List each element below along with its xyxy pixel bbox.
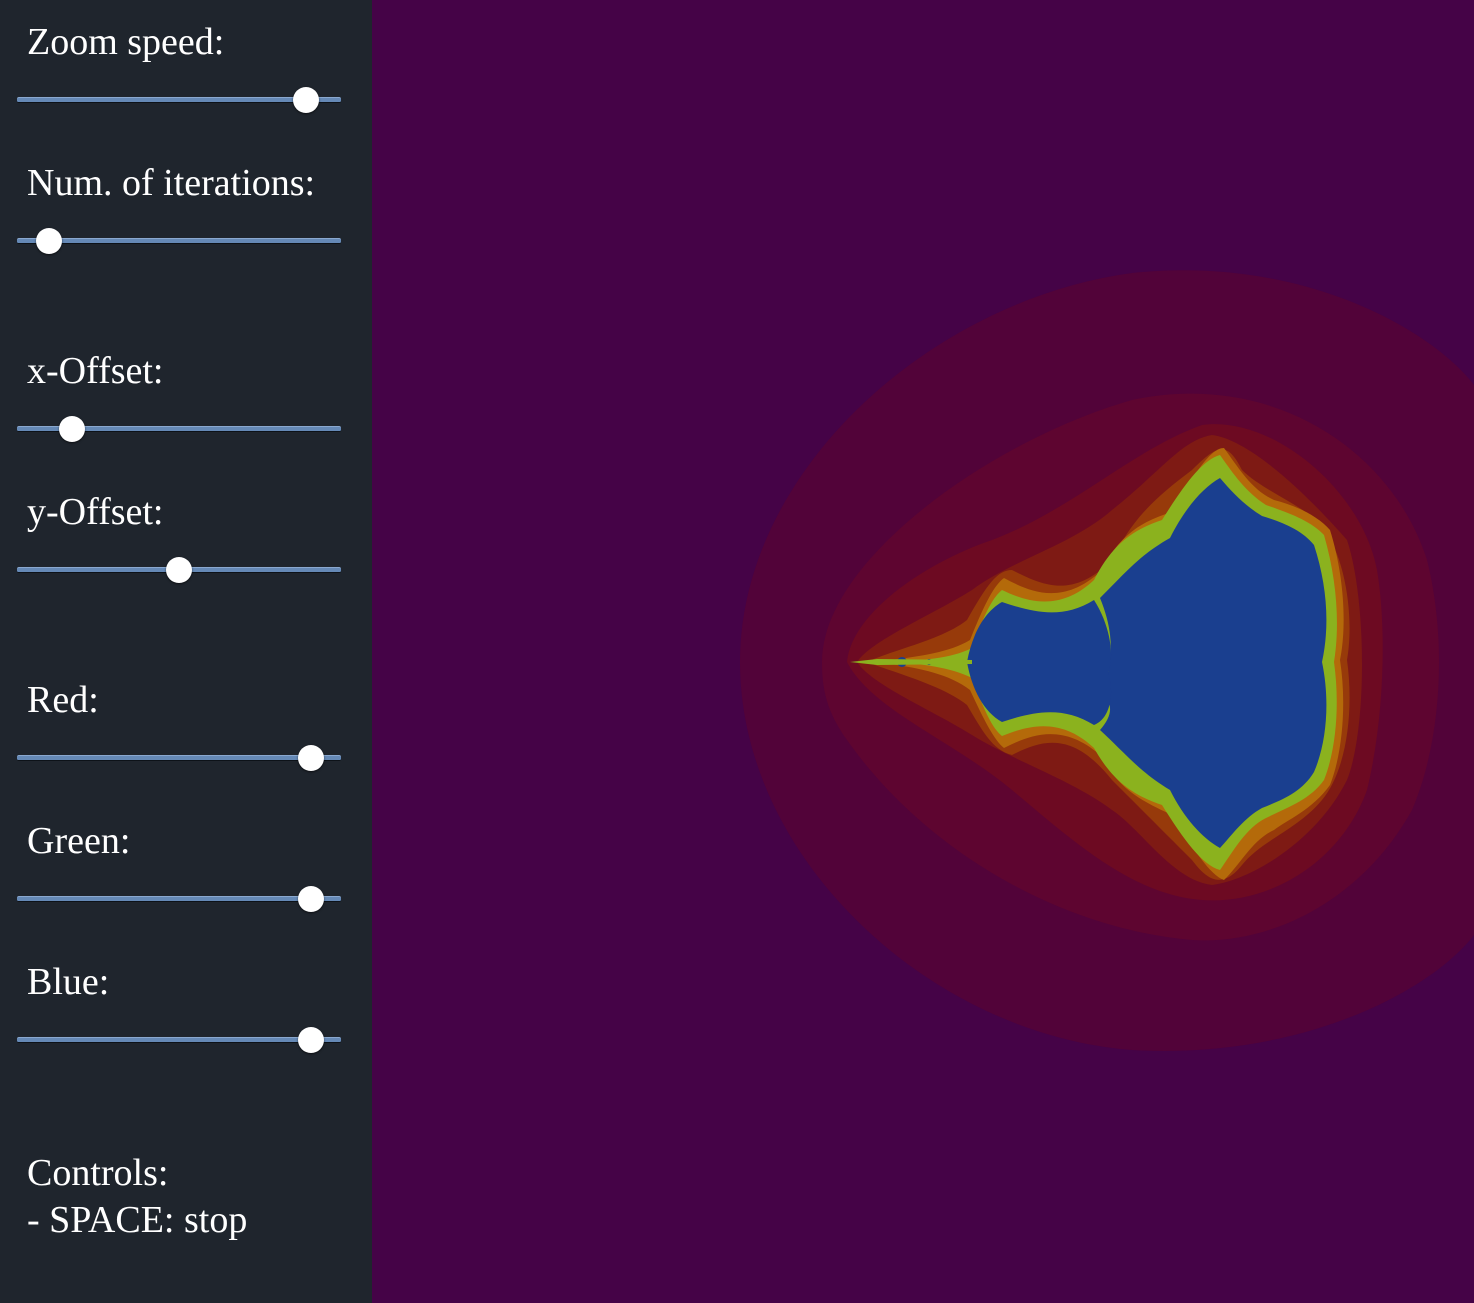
help-space-line: - SPACE: stop (27, 1199, 248, 1241)
slider-track (17, 755, 341, 761)
slider-track (17, 1037, 341, 1043)
help-title: Controls: (27, 1152, 169, 1194)
iterations-slider[interactable] (17, 227, 341, 255)
red-slider[interactable] (17, 744, 341, 772)
slider-thumb[interactable] (292, 87, 319, 113)
zoom-speed-label: Zoom speed: (27, 21, 225, 63)
green-label: Green: (27, 820, 131, 862)
mandelbrot-main-cardioid (1100, 478, 1327, 848)
y-offset-slider[interactable] (17, 556, 341, 584)
blue-slider[interactable] (17, 1026, 341, 1054)
slider-thumb[interactable] (298, 745, 325, 771)
fractal-canvas[interactable] (372, 0, 1474, 1303)
red-label: Red: (27, 679, 99, 721)
green-slider[interactable] (17, 885, 341, 913)
slider-track (17, 426, 341, 432)
zoom-speed-slider[interactable] (17, 86, 341, 114)
slider-thumb[interactable] (59, 416, 86, 442)
mandelbrot-render[interactable] (372, 0, 1474, 1303)
slider-track (17, 97, 341, 103)
control-panel: Zoom speed: Num. of iterations: x-Offset… (0, 0, 372, 1303)
mandelbrot-period2-bulb (967, 600, 1112, 725)
x-offset-slider[interactable] (17, 415, 341, 443)
slider-track (17, 896, 341, 902)
y-offset-label: y-Offset: (27, 491, 164, 533)
slider-thumb[interactable] (298, 886, 325, 912)
slider-thumb[interactable] (166, 557, 192, 583)
slider-track (17, 238, 341, 244)
iterations-label: Num. of iterations: (27, 162, 316, 204)
blue-label: Blue: (27, 961, 110, 1003)
slider-thumb[interactable] (298, 1027, 325, 1053)
keyboard-help: Controls: - SPACE: stop (27, 1150, 247, 1244)
mandelbrot-antenna (850, 659, 972, 665)
slider-thumb[interactable] (36, 228, 63, 254)
x-offset-label: x-Offset: (27, 350, 164, 392)
